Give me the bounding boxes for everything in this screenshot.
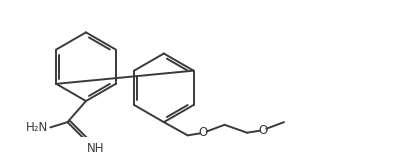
Text: H₂N: H₂N	[26, 121, 47, 134]
Text: O: O	[198, 126, 208, 139]
Text: NH: NH	[87, 142, 104, 155]
Text: O: O	[258, 124, 267, 137]
